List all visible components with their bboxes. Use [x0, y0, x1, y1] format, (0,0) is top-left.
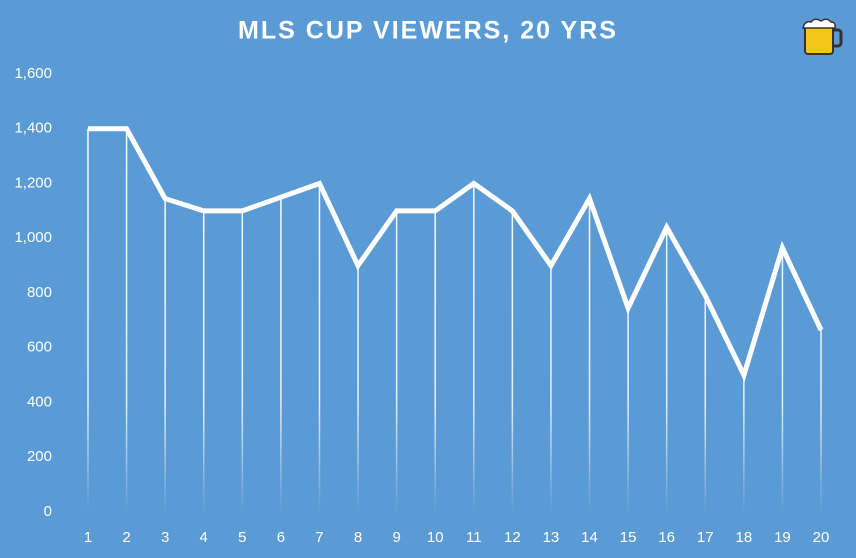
- x-tick-label: 4: [200, 529, 208, 546]
- x-tick-label: 14: [581, 529, 598, 546]
- x-tick-label: 8: [354, 529, 362, 546]
- x-tick-label: 15: [620, 529, 637, 546]
- x-tick-label: 13: [543, 529, 560, 546]
- y-tick-label: 200: [27, 448, 52, 465]
- chart-title: MLS CUP VIEWERS, 20 YRS: [238, 17, 618, 45]
- y-tick-label: 1,600: [14, 65, 52, 82]
- x-tick-label: 2: [122, 529, 130, 546]
- x-tick-label: 16: [658, 529, 675, 546]
- x-tick-label: 12: [504, 529, 521, 546]
- beer-icon: [802, 18, 843, 55]
- x-tick-label: 3: [161, 529, 169, 546]
- y-tick-label: 800: [27, 284, 52, 301]
- x-tick-label: 5: [238, 529, 246, 546]
- x-tick-label: 17: [697, 529, 714, 546]
- line: [88, 126, 824, 382]
- x-tick-label: 18: [736, 529, 753, 546]
- y-tick-label: 1,400: [14, 120, 52, 137]
- x-tick-label: 20: [813, 529, 830, 546]
- x-tick-label: 9: [392, 529, 400, 546]
- y-tick-label: 1,200: [14, 174, 52, 191]
- y-tick-label: 1,000: [14, 229, 52, 246]
- x-tick-label: 1: [84, 529, 92, 546]
- x-tick-label: 7: [315, 529, 323, 546]
- y-tick-label: 0: [44, 503, 52, 520]
- x-tick-label: 6: [277, 529, 285, 546]
- y-tick-label: 600: [27, 339, 52, 356]
- x-tick-label: 19: [774, 529, 791, 546]
- x-tick-label: 11: [466, 529, 482, 546]
- x-tick-label: 10: [427, 529, 444, 546]
- y-tick-label: 400: [27, 393, 52, 410]
